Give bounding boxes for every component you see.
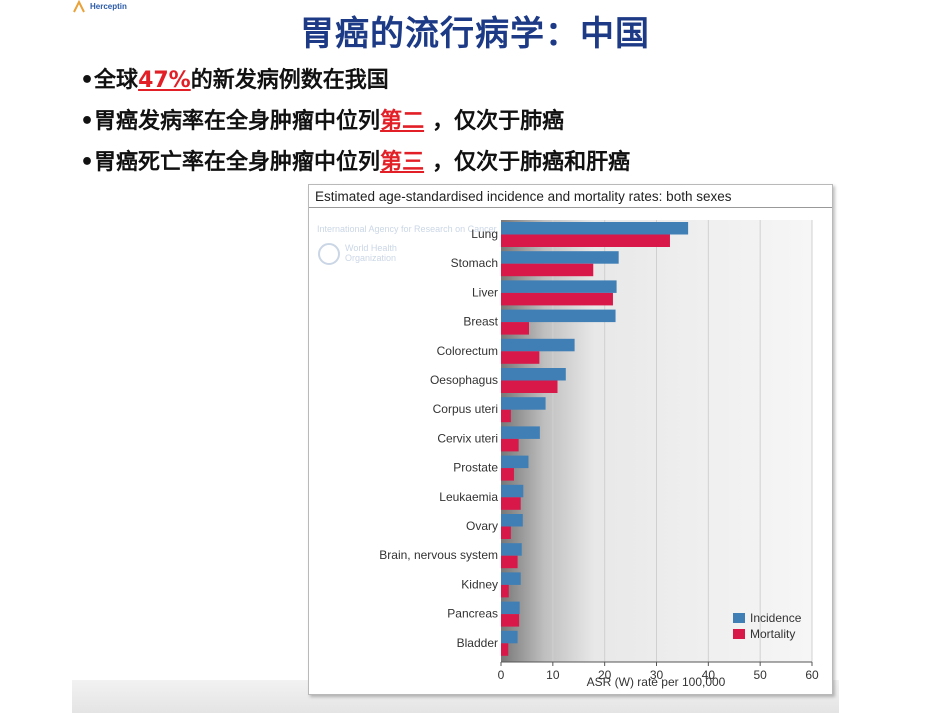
category-label: Prostate [453,461,498,475]
category-label: Breast [463,315,498,329]
watermark: International Agency for Research on Can… [317,224,497,265]
legend: Incidence Mortality [733,611,802,641]
category-label: Pancreas [447,607,498,621]
bullet-text: ，仅次于肺癌 [432,109,565,134]
bullet-highlight: 第三 [380,150,425,175]
bar-chart: International Agency for Research on Can… [317,220,819,689]
bar-incidence [501,338,575,352]
category-label: Liver [472,285,498,299]
bullet-highlight: 47% [138,68,191,93]
bar-mortality [501,438,519,452]
bar-mortality [501,584,509,598]
who-emblem-icon [318,243,340,265]
bar-incidence [501,368,566,381]
bar-mortality [501,555,518,569]
bar-incidence [501,426,540,439]
category-labels: Lung Stomach Liver Breast Colorectum Oesophag… [379,227,498,650]
chart-panel: Estimated age-standardised incidence and… [308,184,833,695]
bar-mortality [501,643,509,656]
bullet-item: •胃癌死亡率在全身肿瘤中位列第三 ，仅次于肺癌和肝癌 [80,146,630,187]
category-label: Kidney [461,577,498,591]
bullet-text: ，仅次于肺癌和肝癌 [432,150,631,175]
x-tick-label: 60 [805,668,819,682]
category-label: Corpus uteri [433,402,498,416]
x-tick-label: 40 [702,668,716,682]
chart-title: Estimated age-standardised incidence and… [315,189,732,204]
bar-incidence [501,601,520,615]
bullet-text: •胃癌死亡率在全身肿瘤中位列 [80,150,381,175]
logo-text: Herceptin [90,2,127,11]
x-tick-label: 20 [598,668,612,682]
category-label: Brain, nervous system [379,548,498,562]
x-tick-label: 30 [650,668,664,682]
bar-mortality [501,263,594,277]
x-axis-ticks: 0 10 20 30 40 50 60 [498,662,819,682]
bar-incidence [501,484,524,498]
category-label: Cervix uteri [437,431,498,445]
bullet-list: •全球47%的新发病例数在我国 •胃癌发病率在全身肿瘤中位列第二 ，仅次于肺癌 •… [80,64,630,187]
herceptin-logo: Herceptin [72,0,127,14]
bullet-text: 的新发病例数在我国 [190,68,389,93]
bar-incidence [501,543,522,556]
watermark-who-line2: Organization [345,253,396,263]
category-label: Lung [471,227,498,241]
slide-title: 胃癌的流行病学：中国 [300,14,650,54]
legend-swatch-mortality [733,629,745,639]
watermark-agency: International Agency for Research on Can… [317,224,497,234]
category-label: Colorectum [437,344,498,358]
bar-mortality [501,614,520,627]
bar-mortality [501,409,511,423]
bar-mortality [501,468,514,481]
legend-swatch-incidence [733,613,745,623]
bar-incidence [501,222,689,235]
bar-mortality [501,322,529,335]
legend-label-incidence: Incidence [750,611,802,625]
legend-label-mortality: Mortality [750,627,795,641]
bullet-item: •全球47%的新发病例数在我国 [80,64,630,105]
watermark-who-line1: World Health [345,243,397,253]
bar-incidence [501,309,616,323]
category-label: Bladder [457,636,498,650]
bullet-text: •胃癌发病率在全身肿瘤中位列 [80,109,381,134]
bullet-text: •全球 [80,68,139,93]
bar-mortality [501,351,540,364]
bar-incidence [501,397,546,410]
bar-mortality [501,526,511,539]
bar-incidence [501,251,619,264]
bar-incidence [501,572,521,585]
x-tick-label: 10 [546,668,560,682]
bars [501,222,689,656]
bar-mortality [501,380,558,393]
chart-title-divider [309,207,832,208]
bar-incidence [501,514,523,527]
bar-mortality [501,497,521,510]
bar-incidence [501,630,518,644]
category-label: Stomach [451,256,498,270]
bar-mortality [501,234,670,247]
bullet-highlight: 第二 [380,109,425,134]
category-label: Ovary [466,519,498,533]
category-label: Oesophagus [430,373,498,387]
x-tick-label: 0 [498,668,505,682]
category-label: Leukaemia [439,490,498,504]
bar-mortality [501,292,613,306]
bar-incidence [501,455,529,469]
x-axis-label: ASR (W) rate per 100,000 [587,675,726,689]
x-tick-label: 50 [753,668,767,682]
bar-incidence [501,280,617,293]
bullet-item: •胃癌发病率在全身肿瘤中位列第二 ，仅次于肺癌 [80,105,630,146]
logo-swoosh-icon [73,0,85,13]
